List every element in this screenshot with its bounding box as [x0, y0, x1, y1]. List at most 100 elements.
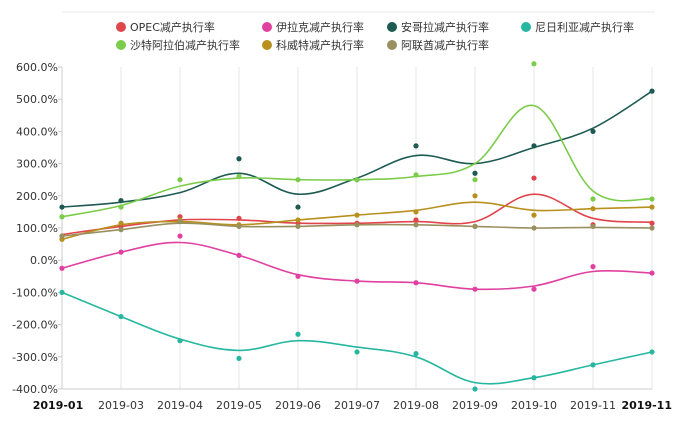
data-point — [472, 177, 478, 183]
data-point — [413, 172, 419, 178]
x-axis: 2019-01 2019-03 2019-04 2019-05 2019-06 2019-… — [33, 388, 673, 412]
legend-marker — [116, 22, 126, 32]
data-point — [531, 225, 537, 231]
legend-label: 尼日利亚减产执行率 — [535, 20, 634, 34]
data-point — [118, 204, 124, 210]
data-point — [531, 375, 537, 381]
data-point — [295, 331, 301, 337]
legend: OPEC减产执行率 伊拉克减产执行率 安哥拉减产执行率 尼日利亚减产执行率沙特阿拉伯减… — [116, 20, 634, 52]
y-tick-label: -100.0% — [12, 286, 58, 299]
data-point — [59, 214, 65, 220]
x-tick-label: 2019-11 — [622, 399, 673, 412]
data-point — [413, 143, 419, 149]
data-point — [354, 349, 360, 355]
series-points — [59, 61, 655, 392]
data-point — [177, 218, 183, 225]
data-point — [413, 222, 419, 228]
data-point — [649, 220, 655, 226]
legend-label: 科威特减产执行率 — [276, 38, 364, 52]
data-point — [590, 128, 596, 134]
y-tick-label: 300.0% — [16, 158, 58, 171]
data-point — [177, 177, 183, 183]
data-point — [413, 217, 419, 223]
data-point — [472, 223, 478, 229]
legend-label: 阿联酋减产执行率 — [401, 38, 489, 52]
data-point — [177, 233, 183, 239]
data-point — [531, 212, 537, 218]
data-point — [295, 223, 301, 229]
data-point — [354, 222, 360, 228]
data-point — [354, 212, 360, 218]
y-tick-label: 200.0% — [16, 190, 58, 203]
data-point — [236, 355, 242, 362]
data-point — [590, 196, 596, 202]
legend-marker — [521, 22, 531, 32]
y-tick-label: -400.0% — [12, 383, 58, 396]
legend-marker — [387, 22, 397, 32]
series-line-4 — [61, 104, 653, 218]
x-tick-label: 2019-08 — [393, 399, 439, 412]
data-point — [236, 252, 242, 258]
legend-label: OPEC减产执行率 — [130, 20, 215, 34]
data-point — [118, 198, 124, 204]
data-point — [472, 170, 478, 176]
data-point — [590, 206, 596, 212]
data-point — [236, 173, 242, 180]
y-tick-label: 100.0% — [16, 222, 58, 235]
legend-label: 伊拉克减产执行率 — [276, 20, 364, 34]
data-point — [649, 225, 655, 231]
legend-label: 沙特阿拉伯减产执行率 — [130, 38, 240, 52]
data-point — [413, 209, 419, 215]
data-point — [295, 273, 301, 279]
data-point — [590, 264, 596, 270]
data-point — [118, 227, 124, 233]
legend-marker — [387, 40, 397, 50]
legend-label: 安哥拉减产执行率 — [401, 20, 489, 34]
data-point — [118, 220, 124, 226]
x-tick-label: 2019-09 — [452, 399, 498, 412]
legend-marker — [116, 40, 126, 50]
data-point — [177, 338, 183, 344]
legend-marker — [262, 22, 272, 32]
data-point — [118, 313, 124, 320]
y-tick-label: 0.0% — [30, 254, 58, 267]
x-tick-label: 2019-04 — [157, 399, 203, 412]
data-point — [590, 362, 596, 368]
data-point — [531, 286, 537, 292]
data-point — [236, 223, 242, 229]
series-line-3 — [61, 291, 653, 385]
y-tick-label: -200.0% — [12, 319, 58, 332]
data-point — [118, 249, 124, 255]
data-point — [295, 217, 301, 223]
data-point — [472, 386, 478, 392]
data-point — [295, 204, 301, 210]
data-point — [531, 61, 537, 67]
x-tick-label: 2019-10 — [511, 399, 557, 412]
x-tick-label: 2019-03 — [98, 399, 144, 412]
data-point — [59, 265, 65, 271]
x-tick-label: 2019-11 — [570, 399, 616, 412]
data-point — [649, 204, 655, 210]
y-tick-label: 500.0% — [16, 93, 58, 106]
data-point — [649, 196, 655, 202]
data-point — [413, 280, 419, 286]
y-tick-label: -300.0% — [12, 351, 58, 364]
data-point — [236, 156, 242, 162]
data-point — [59, 233, 65, 239]
y-tick-label: 600.0% — [16, 61, 58, 74]
y-tick-label: 400.0% — [16, 125, 58, 138]
data-point — [649, 349, 655, 355]
data-point — [295, 177, 301, 183]
data-point — [354, 177, 360, 183]
legend-marker — [262, 40, 272, 50]
data-point — [590, 223, 596, 229]
data-point — [472, 193, 478, 199]
data-point — [531, 143, 537, 149]
data-point — [354, 278, 360, 284]
data-point — [531, 175, 537, 181]
x-tick-label: 2019-07 — [334, 399, 380, 412]
data-point — [59, 204, 65, 210]
x-tick-label: 2019-01 — [33, 399, 84, 412]
